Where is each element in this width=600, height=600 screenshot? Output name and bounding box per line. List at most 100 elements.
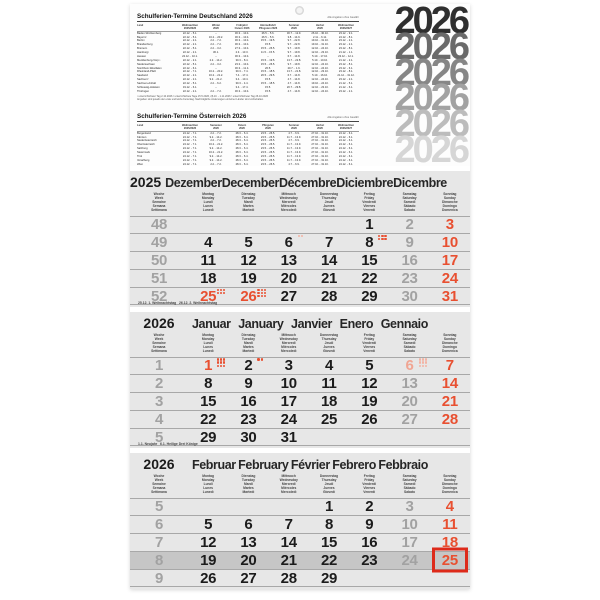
day-cell: 28 [269, 570, 309, 587]
day-cell: 29 [188, 429, 228, 446]
holiday-dates: 4.7. - 6.9. [288, 131, 300, 135]
day-number: 5 [365, 357, 374, 375]
holiday-dates: 26.5. - 5.6. [261, 35, 275, 39]
week-row: 7 12 13 14 15 16 17 18 [130, 533, 470, 551]
holiday-dates: 4.7. - 6.9. [288, 162, 300, 166]
day-cell: 2 [349, 498, 389, 515]
marker-dot [217, 361, 220, 364]
holiday-dates: 27.10. - 31.10. [311, 162, 329, 166]
marker-dot [418, 361, 421, 364]
holiday-dates: 11.7. - 13.9. [286, 143, 302, 147]
weekday-label: Montag Monday Lundi Lunes Lunedì [201, 191, 215, 212]
day-cell: 9 [349, 516, 389, 533]
column-header: Land [137, 123, 177, 132]
day-number: 13 [240, 534, 257, 551]
day-cell: 13 [228, 534, 268, 551]
year-watermark: 2026 [394, 128, 470, 171]
day-cell: 15 [309, 534, 349, 551]
day-number: 11 [442, 516, 458, 534]
holiday-dates: 23.12. - 8.1. [338, 70, 354, 74]
marker-dot [217, 364, 220, 367]
holiday-dates: 24.12. - 7.1. [182, 139, 198, 143]
austria-holidays-table: Alle Angaben ohne Gewähr Schulferien-Ter… [137, 113, 359, 167]
holiday-dates: 24.12. - 6.1. [338, 162, 354, 166]
day-cell: 4 [188, 234, 228, 251]
day-cell: 16 [389, 252, 429, 269]
state-name: Steiermark [137, 151, 150, 155]
month-name: Janvier [291, 317, 333, 331]
week-row: 6 5 6 7 8 9 10 11 [130, 515, 470, 533]
state-name: Tirol [137, 154, 143, 158]
day-number: 10 [441, 234, 458, 252]
week-row: 3 15 16 17 18 19 20 21 [130, 392, 470, 410]
marker-dot [260, 294, 263, 297]
state-name: Burgenland [137, 131, 151, 135]
day-number: 17 [441, 252, 458, 269]
week-number: 48 [150, 216, 168, 234]
holiday-region-marker [257, 288, 266, 297]
germany-table-footnotes: ¹ unterrichtsfreier Tag 2.10.2026 ² unte… [137, 95, 269, 102]
holiday-dates: 23.12. - 2.1. [338, 43, 354, 47]
day-cell: 11 [430, 516, 470, 533]
state-name: Hamburg¹ [137, 51, 149, 55]
holiday-dates: 22.12. - 2.1. [182, 74, 198, 78]
holiday-dates: – [267, 54, 269, 58]
holiday-dates: 27.10. - 31.10. [311, 131, 329, 135]
weekday-label: Freitag Friday Vendredi Viernes Venerdì [362, 473, 377, 494]
day-cell: 17 [269, 393, 309, 410]
week-column-label: Woche Week Semaine Semana Settimana [151, 191, 167, 212]
column-header: Land [137, 23, 177, 32]
holiday-dates: 16.2. - 21.2. [208, 74, 224, 78]
day-cell: 13 [269, 252, 309, 269]
column-header: Pfingsten 2026 [255, 123, 281, 132]
day-number: 15 [320, 534, 338, 551]
day-number: 9 [365, 516, 374, 534]
day-number: 24 [280, 410, 297, 428]
day-number: 19 [200, 551, 217, 569]
marker-dot [223, 288, 226, 291]
month-year: 2025 [130, 174, 162, 190]
day-number: 24 [441, 269, 458, 287]
holiday-dates: 9.7. - 19.8. [287, 62, 301, 66]
marker-dot [424, 358, 427, 361]
marker-dot [220, 364, 223, 367]
holiday-dates: 24.12. - 7.1. [182, 151, 198, 155]
day-cell: 2 [228, 357, 268, 374]
day-number: 16 [361, 534, 378, 551]
day-number: 29 [361, 287, 378, 305]
marker-dot [257, 288, 260, 291]
holiday-dates: 9.2. - 14.2. [209, 154, 223, 158]
day-number: 29 [320, 569, 338, 587]
day-cell: 6 [389, 357, 429, 374]
weekday-label: Mittwoch Wednesday Mercredi Miércoles Me… [279, 473, 298, 494]
holiday-dates: 16.2. - 21.2. [208, 151, 224, 155]
holiday-dates: 30.3. - 11.4. [234, 66, 250, 70]
week-number: 50 [150, 252, 168, 269]
day-cell: 12 [349, 375, 389, 392]
holiday-dates: 27.3. - 10.4. [234, 47, 250, 51]
holiday-dates: 21.12. - 2.1. [338, 58, 354, 62]
day-cell: 24 [269, 411, 309, 428]
holiday-dates: 30.3. - 10.4. [234, 31, 250, 35]
holiday-dates: 26.5. - 5.6. [261, 31, 275, 35]
holiday-dates: 23.5. - 26.5. [260, 158, 276, 162]
year-watermark-stack: 2026 2026 2026 2026 2026 2026 [357, 2, 470, 171]
holiday-dates: 4.7. - 6.9. [288, 139, 300, 143]
state-name: Nordrhein-Westfalen [137, 66, 162, 70]
holiday-dates: 23.5. - 26.5. [260, 135, 276, 139]
marker-dot [300, 235, 303, 238]
day-number: 4 [445, 498, 454, 516]
state-name: Niedersachsen [137, 62, 155, 66]
holiday-dates: 12.10. - 23.10. [311, 85, 329, 89]
week-row: 52 25 26 27 28 29 30 31 [130, 286, 470, 305]
marker-dot [424, 361, 427, 364]
column-header: Weihnachten 2025/2026 [177, 23, 203, 32]
holiday-dates: 2.2. - 3.2. [210, 47, 222, 51]
day-number: 23 [361, 551, 378, 569]
holiday-dates: 11.5. - 15.5. [260, 51, 276, 55]
week-number: 2 [154, 375, 164, 393]
holiday-dates: 30.3. - 10.4. [234, 54, 250, 58]
day-cell: 22 [188, 411, 228, 428]
holiday-dates: 23.12. - 8.1. [338, 47, 354, 51]
day-cell: 25 [188, 288, 228, 305]
